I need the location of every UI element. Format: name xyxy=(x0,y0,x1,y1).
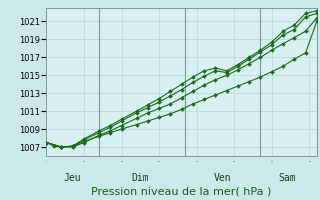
Text: Ven: Ven xyxy=(214,173,232,183)
Text: Dim: Dim xyxy=(132,173,149,183)
Text: Pression niveau de la mer( hPa ): Pression niveau de la mer( hPa ) xyxy=(92,186,272,196)
Text: Jeu: Jeu xyxy=(64,173,82,183)
Text: Sam: Sam xyxy=(278,173,296,183)
